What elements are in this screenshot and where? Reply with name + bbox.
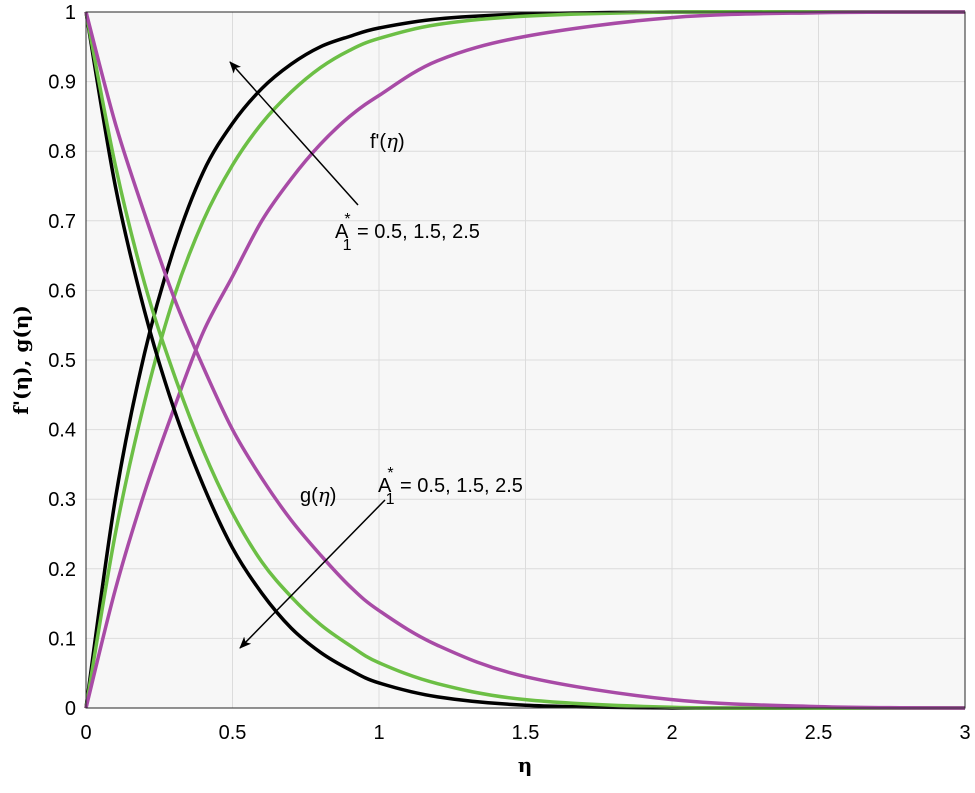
y-tick-label: 0.8 (48, 141, 76, 163)
tick-labels: 0 0.5 1 1.5 2 2.5 3 0 0.1 0.2 0.3 0.4 0.5 0.6 0.7 0.8 0.… (48, 2, 970, 744)
y-tick-label: 0.5 (48, 350, 76, 372)
series-line-g-2_5 (84, 11, 966, 710)
y-tick-label: 0.1 (48, 628, 76, 650)
g-arrow (239, 499, 386, 649)
y-tick-label: 1 (65, 2, 76, 24)
x-tick-label: 2 (666, 722, 677, 744)
y-tick-label: 0.7 (48, 211, 76, 233)
x-tick-label: 0 (80, 722, 91, 744)
x-tick-label: 3 (959, 722, 970, 744)
param-label-lower: A* 1 = 0.5, 1.5, 2.5 (378, 465, 523, 508)
y-tick-label: 0 (65, 698, 76, 720)
x-tick-label: 2.5 (805, 722, 833, 744)
x-tick-label: 1 (373, 722, 384, 744)
x-axis-title: η (518, 753, 533, 777)
plot-frame (85, 11, 966, 709)
x-tick-label: 0.5 (219, 722, 247, 744)
series-line-g-1_5 (84, 11, 966, 710)
g-label: g(η) (300, 483, 336, 507)
y-tick-label: 0.4 (48, 420, 76, 442)
axes (85, 11, 966, 709)
x-tick-label: 1.5 (512, 722, 540, 744)
y-tick-label: 0.9 (48, 72, 76, 94)
y-tick-label: 0.6 (48, 280, 76, 302)
y-tick-label: 0.3 (48, 489, 76, 511)
fprime-arrow (229, 61, 359, 206)
fprime-label: f'(η) (370, 129, 405, 153)
y-tick-label: 0.2 (48, 559, 76, 581)
series-line-fprime-2_5 (84, 10, 966, 709)
y-axis-title: f'(η), g(η) (9, 305, 33, 415)
param-label-upper: A* 1 = 0.5, 1.5, 2.5 (335, 211, 480, 254)
